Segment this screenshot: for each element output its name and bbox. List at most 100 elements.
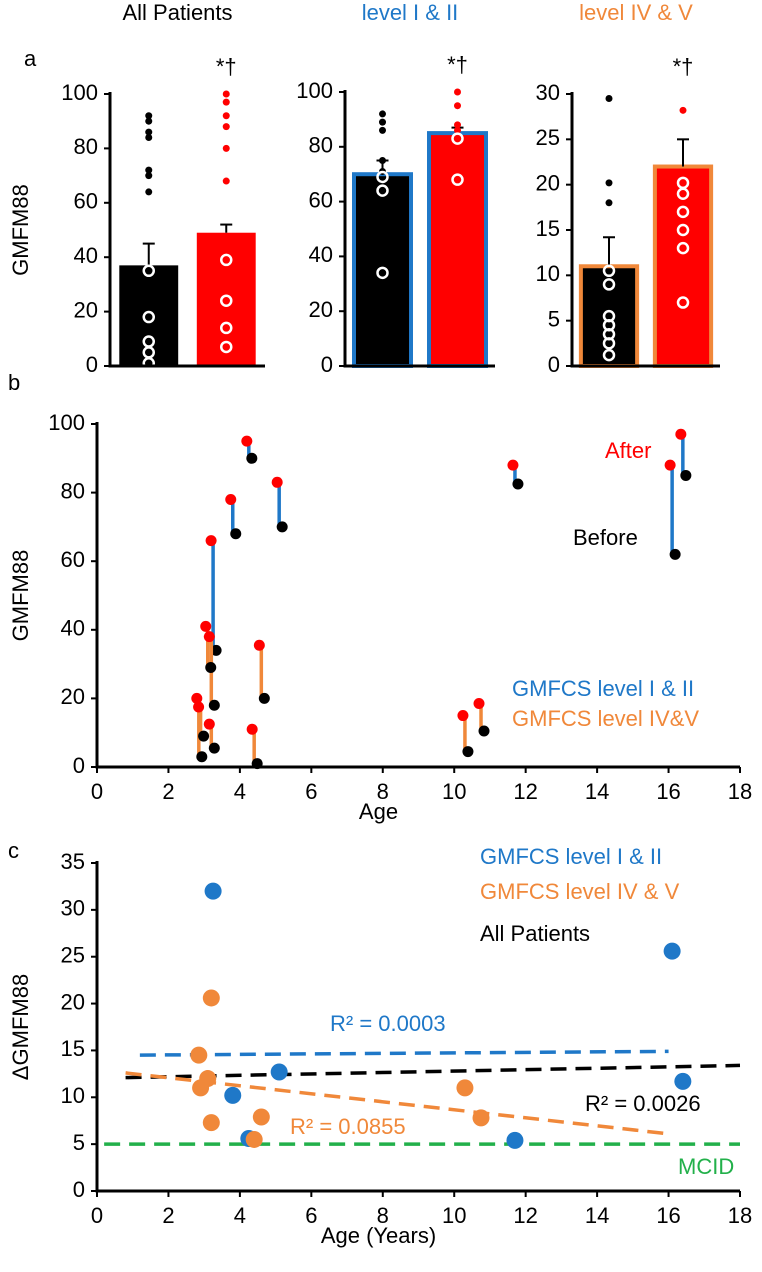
x-tick-label: 14 xyxy=(585,779,609,804)
data-point xyxy=(224,1086,242,1104)
x-tick-label: 10 xyxy=(442,779,466,804)
data-point xyxy=(222,177,230,185)
annotation: Before xyxy=(573,525,638,550)
after-point xyxy=(507,459,519,471)
data-point xyxy=(220,321,233,335)
legend-label: GMFCS level IV&V xyxy=(512,706,699,731)
after-point xyxy=(241,435,253,447)
data-point xyxy=(676,241,690,255)
after-point xyxy=(225,493,237,505)
data-point xyxy=(605,95,613,103)
x-tick-label: 2 xyxy=(162,1203,174,1228)
y-tick-label: 100 xyxy=(48,410,85,435)
data-point xyxy=(145,188,153,196)
data-point xyxy=(142,357,155,370)
data-point xyxy=(663,942,681,960)
after-point xyxy=(203,718,215,730)
x-tick-label: 16 xyxy=(656,779,680,804)
trend-label: MCID xyxy=(678,1154,734,1179)
trend-line xyxy=(125,1071,669,1136)
data-point xyxy=(222,112,230,120)
data-point xyxy=(222,144,230,152)
data-point xyxy=(454,102,461,110)
data-point xyxy=(676,187,690,200)
data-point xyxy=(142,264,155,278)
data-point xyxy=(252,1108,270,1126)
after-point xyxy=(205,535,217,547)
y-tick-label: 25 xyxy=(61,943,85,968)
x-tick-label: 0 xyxy=(91,1203,103,1228)
x-tick-label: 4 xyxy=(234,1203,246,1228)
before-point xyxy=(512,478,524,490)
y-tick-label: 100 xyxy=(296,78,333,103)
data-point xyxy=(676,296,690,309)
bar xyxy=(196,232,256,366)
legend-label: GMFCS level I & II xyxy=(480,844,662,869)
data-point xyxy=(145,134,153,142)
panel-label: c xyxy=(8,838,19,863)
y-tick-label: 10 xyxy=(61,1083,85,1108)
data-point xyxy=(454,126,461,134)
y-tick-label: 80 xyxy=(309,133,333,158)
after-point xyxy=(246,723,258,735)
data-point xyxy=(454,88,461,96)
data-point xyxy=(222,90,230,98)
x-tick-label: 6 xyxy=(305,1203,317,1228)
y-tick-label: 60 xyxy=(61,547,85,572)
y-tick-label: 20 xyxy=(61,684,85,709)
data-point xyxy=(506,1131,524,1149)
data-point xyxy=(602,348,616,362)
y-tick-label: 35 xyxy=(61,849,85,874)
data-point xyxy=(602,337,616,350)
data-point xyxy=(376,266,389,280)
legend-label: GMFCS level I & II xyxy=(512,676,694,701)
data-point xyxy=(379,126,386,134)
y-tick-label: 15 xyxy=(61,1036,85,1061)
bar xyxy=(652,164,714,368)
before-point xyxy=(680,469,692,481)
before-point xyxy=(208,742,220,754)
after-point xyxy=(664,459,676,471)
y-tick-label: 0 xyxy=(73,753,85,778)
after-point xyxy=(253,639,265,651)
data-point xyxy=(145,128,153,136)
trend-label: R² = 0.0026 xyxy=(585,1091,701,1116)
data-point xyxy=(379,157,386,164)
x-tick-label: 18 xyxy=(728,1203,752,1228)
x-tick-label: 8 xyxy=(377,1203,389,1228)
data-point xyxy=(605,199,613,207)
y-tick-label: 20 xyxy=(74,297,98,322)
data-point xyxy=(245,1130,263,1148)
data-point xyxy=(202,989,220,1007)
x-tick-label: 2 xyxy=(162,779,174,804)
data-point xyxy=(190,1046,208,1064)
data-point xyxy=(145,117,153,125)
data-point xyxy=(605,179,613,187)
data-point xyxy=(142,310,155,324)
legend-label: All Patients xyxy=(480,921,590,946)
x-tick-label: 12 xyxy=(513,779,537,804)
y-axis-label: ΔGMFM88 xyxy=(8,974,33,1080)
data-point xyxy=(379,118,386,126)
y-tick-label: 60 xyxy=(74,189,98,214)
y-tick-label: 5 xyxy=(73,1130,85,1155)
bar xyxy=(352,172,413,368)
data-point xyxy=(602,264,616,278)
data-point xyxy=(222,98,230,106)
chart-title: level I & II xyxy=(362,0,459,25)
before-point xyxy=(669,548,681,560)
after-point xyxy=(200,620,212,632)
y-tick-label: 10 xyxy=(536,261,560,286)
after-point xyxy=(203,631,215,643)
x-tick-label: 16 xyxy=(656,1203,680,1228)
y-tick-label: 20 xyxy=(309,297,333,322)
y-tick-label: 80 xyxy=(61,478,85,503)
data-point xyxy=(602,278,616,291)
data-point xyxy=(676,205,690,219)
before-point xyxy=(198,730,210,742)
annotation: *† xyxy=(447,52,468,77)
y-tick-label: 0 xyxy=(321,352,333,377)
y-tick-label: 0 xyxy=(86,352,98,377)
data-point xyxy=(674,1072,692,1090)
before-point xyxy=(208,699,220,711)
